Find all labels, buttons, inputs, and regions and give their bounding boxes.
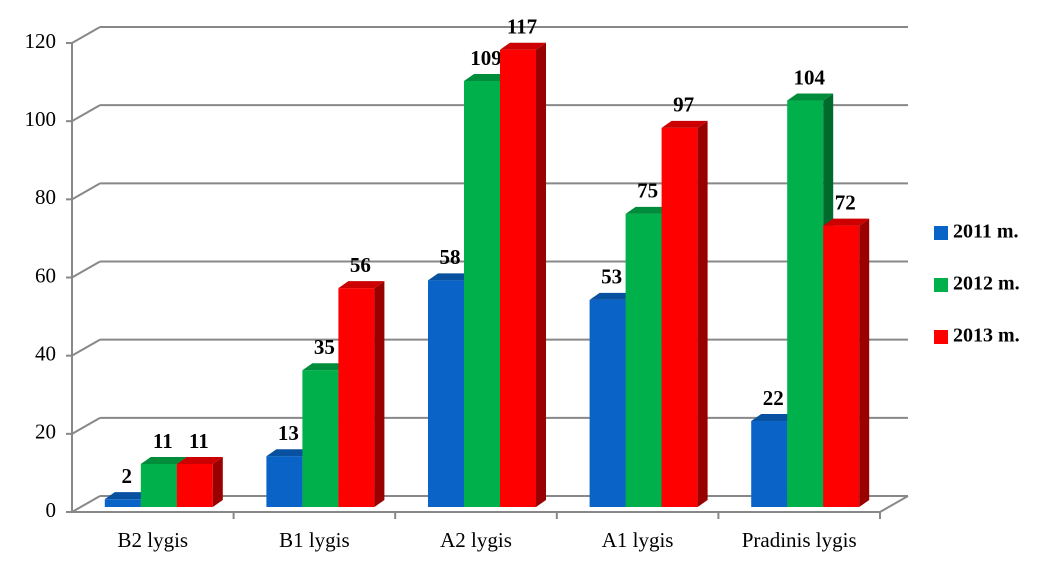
data-label: 97 xyxy=(673,93,694,117)
bar xyxy=(302,370,339,507)
legend-swatch xyxy=(934,330,948,344)
bar xyxy=(589,299,626,507)
data-label: 117 xyxy=(507,15,537,39)
data-label: 75 xyxy=(637,179,658,203)
bar-top xyxy=(266,449,313,457)
y-tick-label: 100 xyxy=(25,107,57,131)
bar-top xyxy=(500,42,546,50)
bar-top xyxy=(176,457,223,465)
data-label: 13 xyxy=(278,421,299,445)
bar-top xyxy=(823,218,870,226)
grid-line xyxy=(71,338,101,357)
bar-top xyxy=(464,73,510,81)
bar-top xyxy=(428,273,474,281)
x-tick-label: A1 lygis xyxy=(602,528,674,552)
data-label: 72 xyxy=(835,190,856,214)
bar xyxy=(823,225,860,507)
data-label: 104 xyxy=(793,65,825,89)
data-label: 11 xyxy=(153,429,173,453)
bar-top xyxy=(661,120,708,128)
bar-top xyxy=(625,206,672,214)
bar xyxy=(751,421,788,507)
x-tick-label: A2 lygis xyxy=(440,528,512,552)
data-label: 35 xyxy=(314,335,335,359)
y-tick-label: 120 xyxy=(25,29,57,53)
legend-label: 2011 m. xyxy=(953,221,1019,243)
bar xyxy=(661,127,698,508)
data-label: 22 xyxy=(763,386,784,410)
bar-side xyxy=(697,120,708,508)
legend-label: 2012 m. xyxy=(953,273,1020,295)
data-label: 56 xyxy=(350,253,371,277)
bar-side xyxy=(536,42,546,507)
legend-label: 2013 m. xyxy=(953,325,1020,347)
data-label: 2 xyxy=(122,464,133,488)
legend-swatch xyxy=(934,278,948,292)
data-label: 109 xyxy=(470,46,502,70)
x-tick-label: B1 lygis xyxy=(279,528,350,552)
data-label: 11 xyxy=(189,429,209,453)
bar xyxy=(428,280,464,507)
y-tick-label: 80 xyxy=(35,185,56,209)
bar xyxy=(104,499,141,507)
bar xyxy=(176,464,213,507)
bar xyxy=(500,49,536,507)
bar-top xyxy=(104,492,151,500)
grid-line xyxy=(71,26,101,44)
bar-top xyxy=(302,363,349,371)
x-tick-label: B2 lygis xyxy=(117,528,188,552)
bar xyxy=(787,100,824,508)
bar xyxy=(266,456,303,507)
bar xyxy=(625,213,662,507)
grid-line xyxy=(71,416,101,435)
y-tick-label: 40 xyxy=(35,341,56,365)
legend-swatch xyxy=(934,226,948,240)
bar-side xyxy=(212,457,223,507)
floor-edge xyxy=(879,495,909,513)
bar-top xyxy=(338,281,385,289)
x-tick-label: Pradinis lygis xyxy=(742,528,857,552)
bar-top xyxy=(140,457,187,465)
bar-side xyxy=(859,218,870,507)
y-tick-label: 60 xyxy=(35,263,56,287)
bar-side xyxy=(374,281,385,507)
grid-line xyxy=(71,104,101,123)
y-tick-label: 20 xyxy=(35,420,56,444)
y-tick-label: 0 xyxy=(46,498,57,522)
bar xyxy=(140,464,177,507)
bar xyxy=(464,80,500,507)
grid-line xyxy=(71,495,101,513)
bar xyxy=(338,288,375,507)
data-label: 58 xyxy=(440,245,461,269)
grid-line xyxy=(71,260,101,279)
bar-top xyxy=(751,414,798,422)
data-label: 53 xyxy=(601,265,622,289)
bar-top xyxy=(589,292,636,300)
bar-top xyxy=(787,93,834,101)
grid-line xyxy=(71,182,101,201)
